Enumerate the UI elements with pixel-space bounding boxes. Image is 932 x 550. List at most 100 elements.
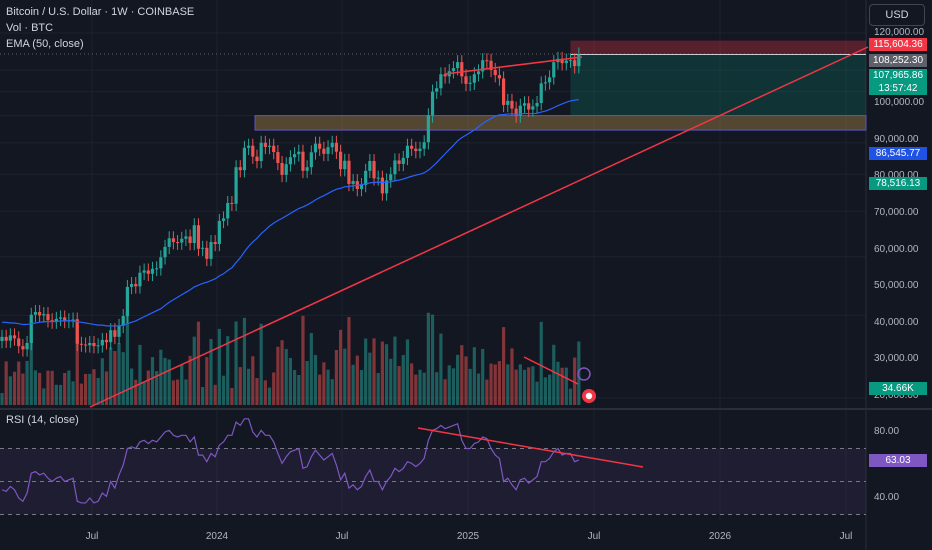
volume-bar: [88, 373, 92, 405]
volume-bar: [184, 379, 188, 405]
time-tick: Jul: [587, 531, 601, 542]
candle-body: [351, 181, 355, 184]
volume-bar: [355, 355, 359, 405]
volume-bar: [288, 357, 293, 405]
volume-bar: [272, 372, 276, 405]
volume-bar: [522, 369, 527, 405]
candle-body: [196, 225, 201, 249]
volume-bar: [418, 369, 422, 405]
candle-body: [0, 336, 4, 341]
candle-body: [109, 330, 113, 343]
volume-bar: [155, 371, 159, 405]
volume-bar: [485, 379, 489, 405]
volume-bar: [175, 379, 180, 405]
volume-bar: [205, 357, 209, 405]
time-tick: 2026: [708, 531, 732, 542]
stop-price-tag: 115,604.36: [869, 38, 927, 51]
volume-bar: [456, 354, 460, 405]
volume-bar: [547, 374, 552, 405]
volume-bars: [0, 311, 581, 405]
candle-body: [42, 314, 46, 316]
volume-bar: [25, 360, 29, 405]
candle-body: [397, 160, 401, 164]
candle-body: [426, 115, 430, 143]
candle-body: [155, 268, 159, 270]
volume-bar: [573, 357, 577, 405]
volume-bar: [527, 367, 531, 405]
candle-body: [46, 314, 50, 321]
volume-bar: [309, 332, 313, 405]
volume-bar: [318, 374, 322, 405]
volume-bar: [213, 384, 217, 405]
volume-bar: [247, 368, 251, 405]
volume-bar: [568, 388, 573, 405]
candle-body: [301, 151, 305, 171]
candle-body: [96, 345, 100, 347]
volume-bar: [376, 373, 380, 405]
candle-body: [159, 257, 163, 269]
volume-bar: [468, 368, 472, 405]
volume-bar: [552, 344, 556, 405]
candle-body: [242, 147, 247, 171]
candle-body: [322, 148, 326, 154]
volume-bar: [397, 366, 401, 405]
volume-bar: [347, 317, 351, 405]
candle-body: [393, 160, 397, 175]
price-tick: 100,000.00: [874, 97, 925, 108]
candle-body: [167, 238, 171, 247]
candle-body: [372, 161, 376, 179]
volume-bar: [414, 374, 418, 405]
risk-box: [570, 40, 866, 55]
candle-body: [326, 147, 330, 154]
volume-bar: [364, 338, 368, 405]
currency-button[interactable]: USD: [869, 4, 925, 26]
price-tick: 90,000.00: [874, 134, 919, 145]
volume-bar: [71, 381, 75, 405]
volume-bar: [63, 373, 67, 405]
volume-bar: [330, 379, 334, 405]
rsi-tick: 80.00: [874, 426, 900, 437]
candle-body: [564, 60, 568, 64]
candle-body: [21, 346, 25, 350]
volume-bar: [510, 348, 514, 405]
candle-body: [263, 142, 267, 147]
volume-bar: [464, 356, 468, 405]
candle-body: [451, 68, 456, 72]
volume-bar: [293, 370, 297, 405]
volume-bar: [180, 364, 184, 405]
candle-body: [17, 338, 21, 347]
volume-bar: [460, 345, 464, 405]
candle-body: [171, 238, 175, 243]
high-price-tag: 108,252.30: [869, 54, 927, 67]
volume-bar: [518, 364, 522, 405]
candle-body: [184, 236, 188, 239]
candle-body: [343, 160, 347, 170]
volume-bar: [326, 369, 330, 405]
alert-icon-center: [585, 392, 593, 400]
volume-bar: [564, 367, 568, 405]
price-tick: 60,000.00: [874, 244, 919, 255]
candle-body: [4, 336, 8, 341]
time-tick: 2024: [205, 531, 229, 542]
volume-bar: [188, 355, 192, 405]
volume-bar: [506, 364, 510, 405]
volume-bar: [380, 341, 384, 405]
candle-body: [163, 246, 167, 258]
candle-body: [79, 343, 84, 345]
reward-box: [570, 54, 866, 116]
volume-bar: [67, 370, 71, 405]
last-price-tag: 107,965.86: [869, 69, 927, 82]
volume-bar: [493, 364, 497, 405]
volume-bar: [351, 364, 355, 405]
candle-body: [376, 177, 380, 179]
candle-body: [58, 317, 63, 319]
volume-bar: [129, 368, 134, 405]
chart-icons: [577, 367, 596, 403]
volume-bar: [242, 317, 247, 405]
volume-bar: [100, 358, 104, 405]
candle-body: [518, 105, 522, 116]
rsi-value-tag: 63.03: [869, 454, 927, 467]
candle-body: [113, 330, 117, 337]
candle-body: [234, 167, 238, 204]
